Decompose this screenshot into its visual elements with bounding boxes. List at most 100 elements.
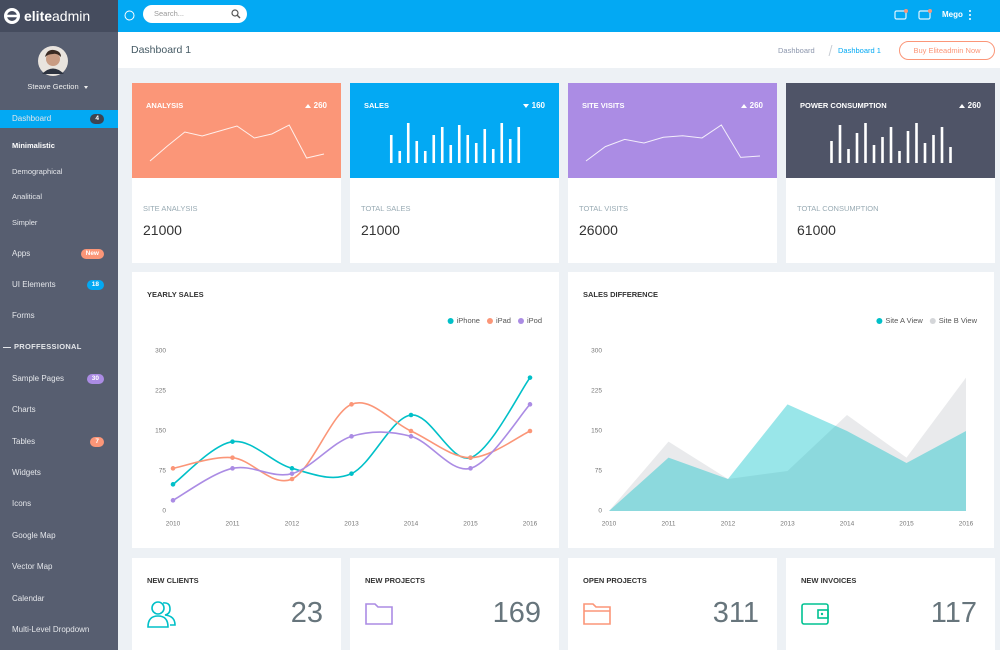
x-tick-label: 2014 <box>840 521 855 528</box>
sparkline-bar <box>906 131 910 163</box>
sparkline-bar <box>864 123 867 163</box>
y-tick-label: 0 <box>162 508 166 515</box>
search-placeholder: Search... <box>154 9 185 18</box>
icon-part <box>162 602 176 626</box>
buy-button[interactable]: Buy Eliteadmin Now <box>899 41 995 60</box>
chart-card: YEARLY SALES 0 75 150 225 300 2010 2011 2012 2013… <box>132 272 559 548</box>
data-point <box>408 428 414 434</box>
profile-name: Steave Gection <box>27 82 79 91</box>
sparkline-line <box>585 124 761 162</box>
menu-item[interactable]: Forms <box>12 310 35 320</box>
search-box[interactable]: Search... <box>143 5 247 23</box>
data-point <box>230 466 235 471</box>
menu-item[interactable]: Dashboard <box>12 114 52 123</box>
chart-bg <box>132 272 559 548</box>
data-point <box>349 434 354 439</box>
x-tick-label: 2013 <box>344 521 359 528</box>
icon-part <box>817 609 829 619</box>
stat-card-label: TOTAL VISITS <box>579 204 629 213</box>
user-name[interactable]: Mego <box>942 10 963 19</box>
sparkline-bar <box>483 129 487 163</box>
sparkline-bar <box>508 139 512 163</box>
sparkline-bar <box>449 145 453 163</box>
menu-item[interactable]: UI Elements <box>12 279 56 289</box>
stat-card-title: POWER CONSUMPTION <box>800 101 887 110</box>
sparkline-bar <box>491 149 495 163</box>
stat-card-title: SALES <box>364 101 390 110</box>
count-card-value: 169 <box>492 597 541 629</box>
stat-card-label: TOTAL SALES <box>361 204 411 213</box>
submenu-item[interactable]: Simpler <box>12 218 38 228</box>
count-card-value: 311 <box>712 597 759 629</box>
avatar-face <box>46 52 60 66</box>
submenu-item[interactable]: Analitical <box>12 192 43 202</box>
menu-item[interactable]: Widgets <box>12 468 41 477</box>
icon-part <box>147 615 169 628</box>
count-card-title: NEW INVOICES <box>801 576 857 585</box>
chart-title: SALES DIFFERENCE <box>583 290 658 299</box>
menu-item[interactable]: Multi-Level Dropdown <box>12 625 90 634</box>
dot <box>969 14 971 16</box>
stat-card-header: POWER CONSUMPTION 260 <box>786 83 995 178</box>
sparkline-bar <box>415 141 419 163</box>
dot <box>969 18 971 20</box>
count-card: OPEN PROJECTS 311 <box>568 558 777 650</box>
sparkline-bar <box>432 135 436 163</box>
data-point <box>527 375 533 380</box>
count-card: NEW CLIENTS 23 <box>132 558 341 650</box>
legend-label: iPad <box>496 316 511 325</box>
menu-item[interactable]: Google Map <box>12 530 56 540</box>
submenu-item[interactable]: Minimalistic <box>12 141 55 150</box>
menu-item[interactable]: Tables <box>12 436 36 446</box>
menu-item[interactable]: Icons <box>12 499 32 509</box>
legend-label: Site B View <box>939 316 978 325</box>
x-tick-label: 2012 <box>721 521 736 528</box>
avatar-hair <box>45 49 61 57</box>
breadcrumb-item[interactable]: Dashboard <box>778 46 815 55</box>
stat-card-value: 61000 <box>797 222 836 238</box>
topbar <box>118 0 1000 32</box>
sparkline-bar <box>398 151 402 163</box>
avatar <box>38 46 68 76</box>
menu-item[interactable]: Charts <box>12 405 36 415</box>
sparkline-bar <box>440 127 444 163</box>
submenu-item[interactable]: Demographical <box>12 166 63 176</box>
menu-item[interactable]: Calendar <box>12 593 45 603</box>
data-point <box>230 455 235 460</box>
legend-swatch <box>876 318 883 324</box>
stat-card-trend: 260 <box>304 101 327 111</box>
stat-card-header: ANALYSIS 260 <box>132 83 341 178</box>
menu-active-bg <box>0 110 118 128</box>
stat-card-header: SALES 160 <box>350 83 559 178</box>
legend-label: iPhone <box>457 316 480 325</box>
y-tick-label: 150 <box>591 428 602 435</box>
stat-card-value: 26000 <box>579 222 618 238</box>
y-tick-label: 300 <box>155 348 166 355</box>
stat-card-trend: 160 <box>522 101 545 111</box>
sparkline-bar <box>932 135 935 163</box>
sparkline-bar <box>872 145 876 163</box>
legend-label: Site A View <box>885 316 923 325</box>
legend-swatch <box>517 318 524 324</box>
menu-badge: 4 <box>90 114 104 124</box>
x-tick-label: 2010 <box>602 521 617 528</box>
x-tick-label: 2012 <box>285 521 300 528</box>
menu-item[interactable]: Sample Pages <box>12 373 65 383</box>
menu-item[interactable]: Vector Map <box>12 562 53 572</box>
menu-item[interactable]: Apps <box>12 248 31 258</box>
stat-card-label: SITE ANALYSIS <box>143 204 198 213</box>
logo-icon <box>4 8 20 24</box>
data-point <box>468 455 473 460</box>
y-tick-label: 75 <box>595 468 603 475</box>
stat-card-title: SITE VISITS <box>582 101 625 110</box>
data-point <box>170 498 176 503</box>
logo-text: eliteadmin <box>24 7 90 25</box>
icon-dot <box>928 9 932 13</box>
sparkline-bar <box>406 123 410 163</box>
sparkline-bar <box>423 151 427 163</box>
sparkline-bar <box>889 127 893 163</box>
data-point <box>170 466 176 471</box>
legend-swatch <box>929 318 936 324</box>
sparkline-bar <box>847 149 850 163</box>
